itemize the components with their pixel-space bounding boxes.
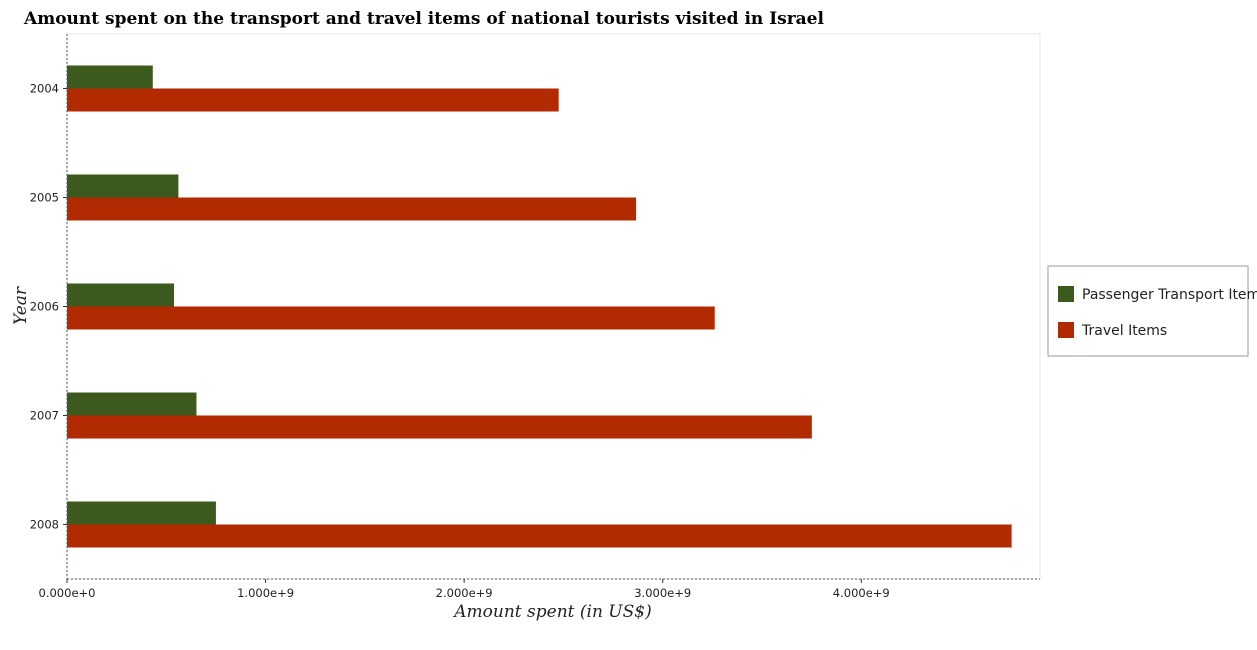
legend-box (1047, 265, 1249, 357)
y-tick-label-2006: 2006 (30, 300, 59, 314)
legend-swatch-travel-items (1058, 322, 1074, 338)
x-axis-label: Amount spent (in US$) (452, 602, 651, 622)
bar-travel-items-2006 (67, 306, 715, 330)
x-tick-label-3: 3.000e+9 (634, 586, 691, 600)
bars-group (67, 65, 1012, 548)
bar-travel-items-2004 (67, 88, 559, 112)
y-tick-label-2004: 2004 (30, 82, 59, 96)
legend: Passenger Transport Items Travel Items (1047, 265, 1257, 357)
bar-travel-items-2008 (67, 524, 1012, 548)
y-tick-label-2007: 2007 (30, 409, 59, 423)
bar-passenger-transport-2008 (67, 501, 216, 525)
bar-passenger-transport-2007 (67, 392, 197, 416)
x-axis: 0.000e+0 1.000e+9 2.000e+9 3.000e+9 4.000e+9 (39, 578, 1040, 600)
y-axis-label: Year (11, 286, 31, 325)
legend-swatch-passenger-transport (1058, 286, 1074, 302)
bar-passenger-transport-2004 (67, 65, 153, 89)
chart-title: Amount spent on the transport and travel… (23, 9, 824, 29)
y-axis: 2004 2005 2006 2007 2008 (30, 34, 68, 579)
bar-travel-items-2005 (67, 197, 637, 221)
y-tick-label-2008: 2008 (30, 518, 59, 532)
x-tick-label-2: 2.000e+9 (436, 586, 493, 600)
bar-passenger-transport-2005 (67, 174, 179, 198)
x-tick-label-0: 0.000e+0 (39, 586, 96, 600)
legend-label-travel-items: Travel Items (1081, 323, 1167, 339)
x-tick-label-4: 4.000e+9 (833, 586, 890, 600)
bar-travel-items-2007 (67, 415, 812, 439)
x-tick-label-1: 1.000e+9 (237, 586, 294, 600)
y-tick-label-2005: 2005 (30, 191, 59, 205)
bar-passenger-transport-2006 (67, 283, 175, 307)
legend-label-passenger-transport: Passenger Transport Items (1082, 287, 1257, 303)
